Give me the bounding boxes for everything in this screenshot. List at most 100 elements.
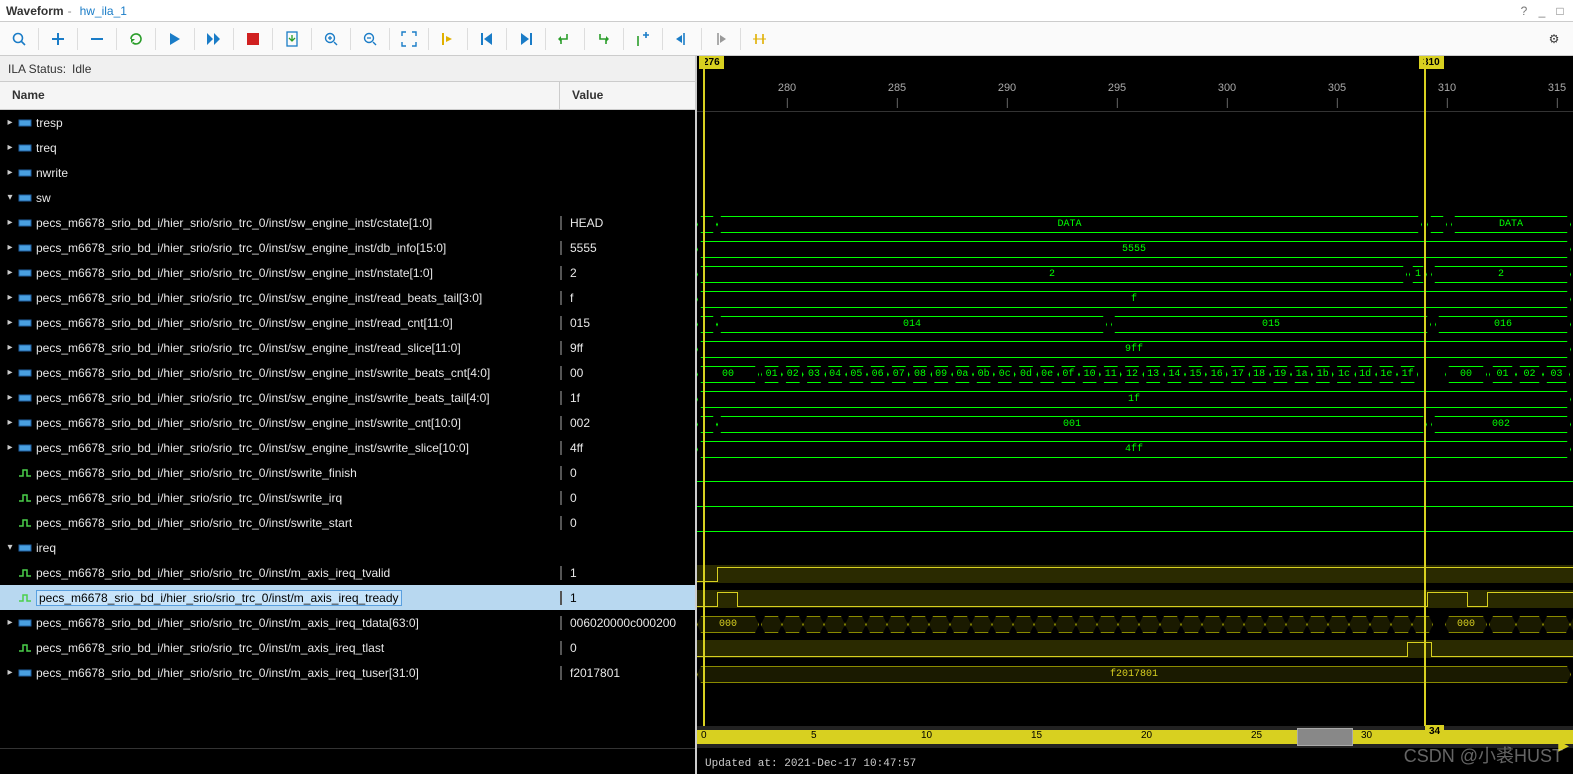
play-icon[interactable] [161,26,189,52]
signal-row[interactable]: ▸pecs_m6678_srio_bd_i/hier_srio/srio_trc… [0,210,695,235]
signal-icon [18,492,32,504]
expand-arrow-icon[interactable]: ▸ [4,267,16,278]
prev-edge-icon[interactable] [668,26,696,52]
signal-row[interactable]: ▸pecs_m6678_srio_bd_i/hier_srio/srio_trc… [0,610,695,635]
wave-row: 9ff [697,337,1573,362]
bus-icon [18,417,32,429]
search-icon[interactable] [5,26,33,52]
signal-row[interactable]: ▸pecs_m6678_srio_bd_i/hier_srio/srio_trc… [0,460,695,485]
ila-status-bar: ILA Status: Idle [0,56,695,82]
signal-row[interactable]: ▸ pecs_m6678_srio_bd_i/hier_srio/srio_trc… [0,310,695,335]
signal-icon [18,567,32,579]
signal-row[interactable]: ▸nwrite [0,160,695,185]
updated-label: Updated at: 2021-Dec-17 10:47:57 [705,758,916,770]
stop-icon[interactable] [239,26,267,52]
expand-arrow-icon[interactable]: ▾ [4,542,16,553]
cursor-a[interactable] [703,56,705,726]
header-value: Value [560,82,695,109]
signal-row[interactable]: ▾sw [0,185,695,210]
signal-row[interactable]: ▾ ireq [0,535,695,560]
signal-value: f [560,291,695,305]
zoomfit-icon[interactable] [395,26,423,52]
signal-row[interactable]: ▸pecs_m6678_srio_bd_i/hier_srio/srio_trc… [0,385,695,410]
expand-arrow-icon[interactable]: ▸ [4,317,16,328]
signal-name: pecs_m6678_srio_bd_i/hier_srio/srio_trc_… [36,341,461,355]
last-icon[interactable] [512,26,540,52]
tick: 290 [998,82,1016,94]
expand-arrow-icon[interactable]: ▸ [4,117,16,128]
signal-row[interactable]: ▸pecs_m6678_srio_bd_i/hier_srio/srio_trc… [0,485,695,510]
expand-arrow-icon[interactable]: ▸ [4,417,16,428]
signal-row[interactable]: ▸pecs_m6678_srio_bd_i/hier_srio/srio_trc… [0,360,695,385]
add-marker-icon[interactable] [629,26,657,52]
swap-icon[interactable] [746,26,774,52]
gear-icon[interactable]: ⚙ [1540,26,1568,52]
signal-row[interactable]: ▸pecs_m6678_srio_bd_i/hier_srio/srio_trc… [0,560,695,585]
signal-row[interactable]: ▸pecs_m6678_srio_bd_i/hier_srio/srio_trc… [0,285,695,310]
signal-row[interactable]: ▸pecs_m6678_srio_bd_i/hier_srio/srio_trc… [0,585,695,610]
signal-row[interactable]: ▸pecs_m6678_srio_bd_i/hier_srio/srio_trc… [0,260,695,285]
help-icon[interactable]: ? [1517,4,1531,18]
signal-tree[interactable]: ▸tresp▸treq▸nwrite▾sw ▸ pecs_m6678_srio_bd… [0,110,695,748]
wave-row [697,187,1573,212]
sb-tick: 30 [1361,730,1372,741]
expand-arrow-icon[interactable]: ▾ [4,192,16,203]
waveform-pane[interactable]: 276 310 280285290295300305310315 DATADAT… [697,56,1573,774]
wave-row: DATADATA [697,212,1573,237]
expand-arrow-icon[interactable]: ▸ [4,292,16,303]
signal-row[interactable]: ▸tresp [0,110,695,135]
wave-row: f [697,287,1573,312]
signal-name: pecs_m6678_srio_bd_i/hier_srio/srio_trc_… [36,316,453,330]
signal-value: 5555 [560,241,695,255]
signal-row[interactable]: ▸ pecs_m6678_srio_bd_i/hier_srio/srio_trc… [0,335,695,360]
wave-row: 4ff [697,437,1573,462]
goto-icon[interactable] [434,26,462,52]
left-pane: ILA Status: Idle Name Value ▸tresp▸treq▸… [0,56,697,774]
cursor-b[interactable] [1424,56,1426,726]
signal-row[interactable]: ▸treq [0,135,695,160]
expand-arrow-icon[interactable]: ▸ [4,392,16,403]
expand-arrow-icon[interactable]: ▸ [4,667,16,678]
export-icon[interactable] [278,26,306,52]
plus-icon[interactable] [44,26,72,52]
toolbar: ⚙ [0,22,1573,56]
expand-arrow-icon[interactable]: ▸ [4,442,16,453]
bus-icon [18,192,32,204]
zoomout-icon[interactable] [356,26,384,52]
expand-arrow-icon[interactable]: ▸ [4,142,16,153]
expand-arrow-icon[interactable]: ▸ [4,342,16,353]
wave-row [697,637,1573,662]
wave-row: 1f [697,387,1573,412]
signal-value: 00 [560,366,695,380]
minimize-icon[interactable]: _ [1535,4,1549,18]
signal-name: ireq [36,541,56,555]
fastforward-icon[interactable] [200,26,228,52]
signal-row[interactable]: ▸pecs_m6678_srio_bd_i/hier_srio/srio_trc… [0,235,695,260]
prev-trans-icon[interactable] [551,26,579,52]
wave-row: 001002 [697,412,1573,437]
tick: 285 [888,82,906,94]
signal-row[interactable]: ▸pecs_m6678_srio_bd_i/hier_srio/srio_trc… [0,660,695,685]
cursor-b-label[interactable]: 310 [1419,56,1444,69]
signal-row[interactable]: ▸pecs_m6678_srio_bd_i/hier_srio/srio_trc… [0,635,695,660]
signal-value: 015 [560,316,695,330]
next-edge-icon[interactable] [707,26,735,52]
bus-icon [18,667,32,679]
expand-arrow-icon[interactable]: ▸ [4,167,16,178]
signal-row[interactable]: ▸pecs_m6678_srio_bd_i/hier_srio/srio_trc… [0,435,695,460]
expand-arrow-icon[interactable]: ▸ [4,617,16,628]
signal-name: pecs_m6678_srio_bd_i/hier_srio/srio_trc_… [36,516,352,530]
expand-arrow-icon[interactable]: ▸ [4,367,16,378]
signal-name: pecs_m6678_srio_bd_i/hier_srio/srio_trc_… [36,590,402,606]
zoomin-icon[interactable] [317,26,345,52]
maximize-icon[interactable]: □ [1553,4,1567,18]
signal-row[interactable]: ▸pecs_m6678_srio_bd_i/hier_srio/srio_trc… [0,510,695,535]
signal-row[interactable]: ▸pecs_m6678_srio_bd_i/hier_srio/srio_trc… [0,410,695,435]
first-icon[interactable] [473,26,501,52]
expand-arrow-icon[interactable]: ▸ [4,242,16,253]
expand-arrow-icon[interactable]: ▸ [4,217,16,228]
next-trans-icon[interactable] [590,26,618,52]
refresh-icon[interactable] [122,26,150,52]
minus-icon[interactable] [83,26,111,52]
signal-name: pecs_m6678_srio_bd_i/hier_srio/srio_trc_… [36,566,390,580]
